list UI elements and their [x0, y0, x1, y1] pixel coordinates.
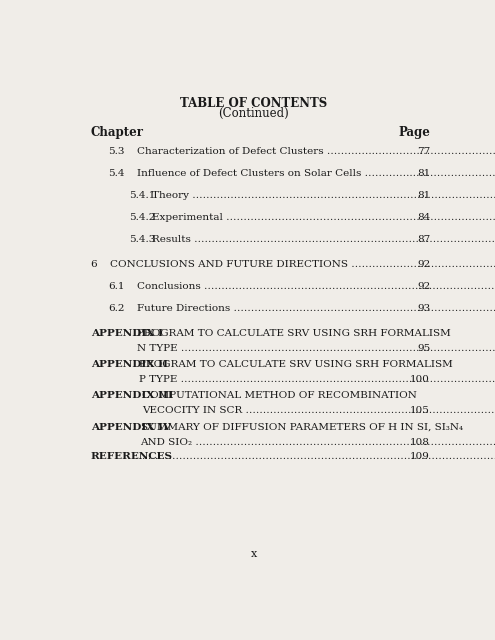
Text: CONCLUSIONS AND FUTURE DIRECTIONS …………………………………………….: CONCLUSIONS AND FUTURE DIRECTIONS ………………… — [110, 260, 495, 269]
Text: Theory …………………………………………………………………………………………….: Theory ………………………………………………………………………………………… — [152, 191, 495, 200]
Text: SUMMARY OF DIFFUSION PARAMETERS OF H IN SI, SI₃N₄: SUMMARY OF DIFFUSION PARAMETERS OF H IN … — [141, 423, 463, 432]
Text: Chapter: Chapter — [91, 126, 144, 139]
Text: 6.1: 6.1 — [108, 282, 124, 291]
Text: APPENDIX III: APPENDIX III — [91, 391, 173, 400]
Text: 81: 81 — [417, 191, 430, 200]
Text: 5.4: 5.4 — [108, 169, 124, 178]
Text: 93: 93 — [417, 305, 430, 314]
Text: APPENDIX IV: APPENDIX IV — [91, 423, 171, 432]
Text: TABLE OF CONTENTS: TABLE OF CONTENTS — [180, 97, 327, 109]
Text: Page: Page — [398, 126, 430, 139]
Text: Results ……………………………………………………………………………………………….: Results ……………………………………………………………………………………… — [152, 236, 495, 244]
Text: 77: 77 — [417, 147, 430, 156]
Text: 87: 87 — [417, 236, 430, 244]
Text: Experimental ……………………………………………………………………………………….: Experimental ………………………………………………………………………… — [152, 213, 495, 222]
Text: 5.4.2: 5.4.2 — [129, 213, 155, 222]
Text: 6.2: 6.2 — [108, 305, 124, 314]
Text: (Continued): (Continued) — [218, 108, 289, 120]
Text: COMPUTATIONAL METHOD OF RECOMBINATION: COMPUTATIONAL METHOD OF RECOMBINATION — [143, 391, 417, 400]
Text: 108: 108 — [410, 438, 430, 447]
Text: 105: 105 — [410, 406, 430, 415]
Text: 84: 84 — [417, 213, 430, 222]
Text: N TYPE ………………………………………………………………………………………….: N TYPE ………………………………………………………………………………………… — [137, 344, 495, 353]
Text: 5.4.1: 5.4.1 — [129, 191, 155, 200]
Text: 5.4.3: 5.4.3 — [129, 236, 155, 244]
Text: Conclusions ……………………………………………………………………………………….: Conclusions …………………………………………………………………………… — [137, 282, 495, 291]
Text: AND SIO₂ ……………………………………………………………………………………….: AND SIO₂ …………………………………………………………………………………… — [141, 438, 495, 447]
Text: 92: 92 — [417, 260, 430, 269]
Text: Influence of Defect Clusters on Solar Cells …………..…………………………….: Influence of Defect Clusters on Solar Ce… — [137, 169, 495, 178]
Text: 81: 81 — [417, 169, 430, 178]
Text: 95: 95 — [417, 344, 430, 353]
Text: x: x — [250, 548, 257, 559]
Text: REFERENCES: REFERENCES — [91, 452, 173, 461]
Text: P TYPE ………………………………………………………………………………………….: P TYPE ………………………………………………………………………………………… — [139, 375, 495, 384]
Text: PROGRAM TO CALCULATE SRV USING SRH FORMALISM: PROGRAM TO CALCULATE SRV USING SRH FORMA… — [137, 329, 450, 338]
Text: ……………………………………………………………………………………………………….: ………………………………………………………………………………………………………. — [135, 452, 495, 461]
Text: PROGRAM TO CALCULATE SRV USING SRH FORMALISM: PROGRAM TO CALCULATE SRV USING SRH FORMA… — [139, 360, 452, 369]
Text: 92: 92 — [417, 282, 430, 291]
Text: 5.3: 5.3 — [108, 147, 124, 156]
Text: Characterization of Defect Clusters …………..………………………………………….: Characterization of Defect Clusters …………… — [137, 147, 495, 156]
Text: VECOCITY IN SCR …………………………………………………………………………….: VECOCITY IN SCR ………………………………………………………………… — [143, 406, 495, 415]
Text: APPENDIX I: APPENDIX I — [91, 329, 163, 338]
Text: Future Directions ……………………………………………………………………………….: Future Directions …………………………………………………………… — [137, 305, 495, 314]
Text: 6: 6 — [91, 260, 98, 269]
Text: APPENDIX II: APPENDIX II — [91, 360, 168, 369]
Text: 100: 100 — [410, 375, 430, 384]
Text: 109: 109 — [410, 452, 430, 461]
